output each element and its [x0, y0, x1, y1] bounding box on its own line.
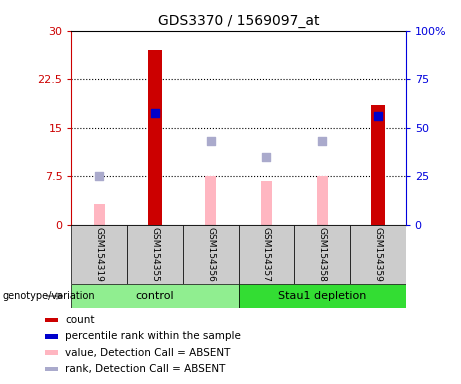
Bar	[94, 204, 105, 225]
Bar	[183, 225, 238, 284]
Text: Stau1 depletion: Stau1 depletion	[278, 291, 366, 301]
Text: GSM154359: GSM154359	[373, 227, 382, 282]
Bar	[371, 105, 385, 225]
Bar	[45, 367, 58, 371]
Title: GDS3370 / 1569097_at: GDS3370 / 1569097_at	[158, 14, 319, 28]
Bar	[261, 181, 272, 225]
Bar	[45, 350, 58, 355]
Text: GSM154355: GSM154355	[150, 227, 160, 282]
Text: rank, Detection Call = ABSENT: rank, Detection Call = ABSENT	[65, 364, 225, 374]
Text: value, Detection Call = ABSENT: value, Detection Call = ABSENT	[65, 348, 230, 358]
Point	[151, 110, 159, 116]
Text: GSM154319: GSM154319	[95, 227, 104, 282]
Bar	[238, 284, 406, 308]
Bar	[45, 334, 58, 339]
Point	[207, 137, 214, 144]
Bar	[148, 50, 162, 225]
Bar	[205, 176, 216, 225]
Text: genotype/variation: genotype/variation	[2, 291, 95, 301]
Bar	[45, 318, 58, 322]
Bar	[238, 225, 294, 284]
Text: percentile rank within the sample: percentile rank within the sample	[65, 331, 241, 341]
Bar	[127, 225, 183, 284]
Point	[95, 173, 103, 179]
Text: GSM154356: GSM154356	[206, 227, 215, 282]
Point	[263, 154, 270, 160]
Bar	[350, 225, 406, 284]
Text: count: count	[65, 315, 95, 325]
Point	[319, 137, 326, 144]
Bar	[294, 225, 350, 284]
Bar	[71, 225, 127, 284]
Point	[374, 113, 382, 119]
Bar	[317, 176, 328, 225]
Text: GSM154358: GSM154358	[318, 227, 327, 282]
Text: control: control	[136, 291, 174, 301]
Bar	[71, 284, 239, 308]
Text: GSM154357: GSM154357	[262, 227, 271, 282]
